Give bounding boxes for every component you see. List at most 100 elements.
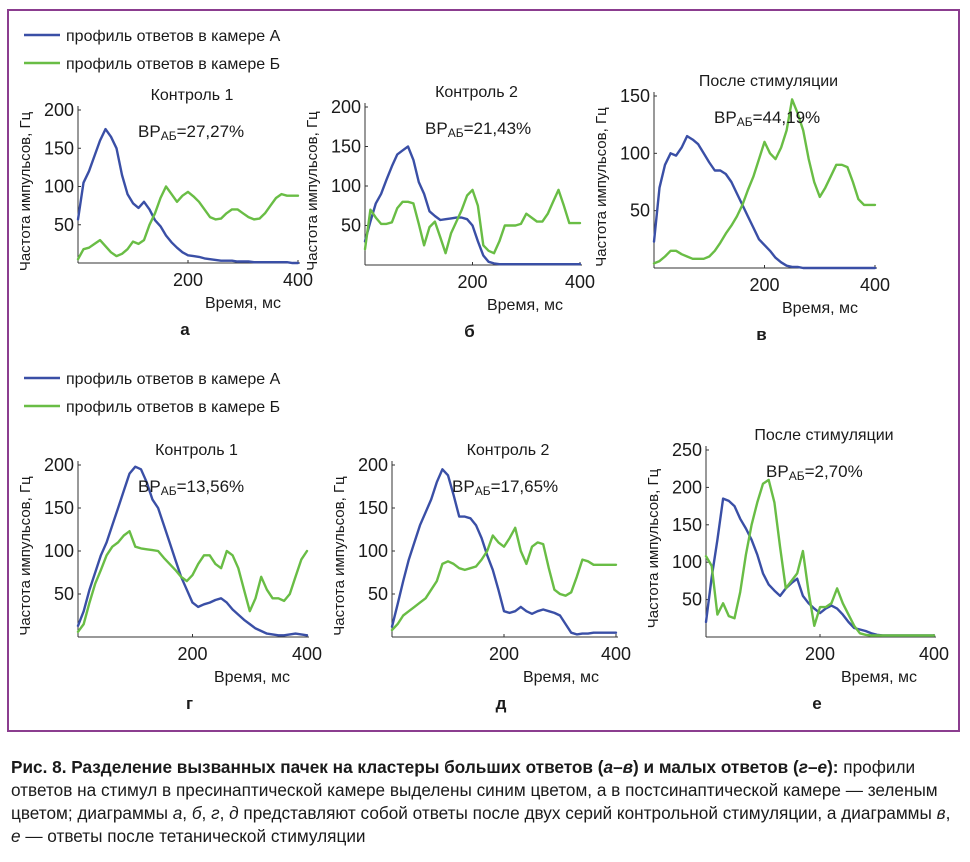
panel-label: д	[496, 694, 507, 713]
y-tick-label: 50	[54, 215, 74, 235]
y-axis-label: Частота импульсов, Гц	[645, 468, 662, 628]
series-line-camera-a	[652, 134, 877, 270]
y-tick-label: 50	[341, 216, 361, 236]
vr-annotation-value: =44,19%	[753, 108, 821, 127]
series-line-camera-a	[76, 127, 300, 265]
vr-annotation-value: =21,43%	[464, 119, 532, 138]
x-tick-label: 400	[919, 644, 949, 664]
vr-annotation-sub: АБ	[789, 469, 805, 483]
y-axis-label: Частота импульсов, Гц	[593, 107, 610, 267]
vr-annotation-value: =2,70%	[805, 462, 863, 481]
vr-annotation-value: =13,56%	[177, 477, 245, 496]
figure-caption: Рис. 8. Разделение вызванных пачек на кл…	[11, 756, 961, 848]
x-tick-label: 200	[457, 272, 487, 292]
vr-annotation-value: =27,27%	[177, 122, 245, 141]
y-tick-label: 100	[620, 143, 650, 163]
y-tick-label: 50	[54, 584, 74, 604]
figure-frame	[7, 9, 960, 732]
chart-panel-в: 50 100 150 200 400 После стимуляции BPАБ=44,19…	[593, 73, 890, 344]
y-tick-label: 100	[331, 176, 361, 196]
vr-annotation-main: BP	[138, 122, 161, 141]
x-tick-label: 200	[177, 644, 207, 664]
chart-panel-а: 50 100 150 200 200 400 Контроль 1 BPАБ=27,27% Вр…	[17, 87, 313, 339]
x-tick-label: 400	[601, 644, 631, 664]
chart-title: Контроль 2	[467, 442, 550, 459]
x-tick-label: 400	[565, 272, 595, 292]
vr-annotation-main: BP	[452, 477, 475, 496]
series-line-camera-b	[76, 530, 309, 633]
x-axis-label: Время, мс	[487, 297, 563, 314]
y-tick-label: 50	[682, 590, 702, 610]
x-axis-label: Время, мс	[782, 300, 858, 317]
vr-annotation: BPАБ=13,56%	[138, 477, 244, 498]
series-line-camera-a	[76, 465, 309, 637]
chart-panel-д: 50 100 150 200 200 400 Контроль 2 BPАБ=17,65% Вр…	[331, 442, 631, 713]
series-line-camera-b	[363, 188, 582, 255]
y-tick-label: 200	[358, 455, 388, 475]
y-tick-label: 150	[672, 515, 702, 535]
chart-panel-б: 50 100 150 200 200 400 Контроль 2 BPАБ=21,43% Вр…	[304, 84, 595, 341]
legend-label-camera-b: профиль ответов в камере Б	[66, 56, 280, 73]
y-tick-label: 50	[630, 201, 650, 221]
vr-annotation-sub: АБ	[161, 129, 177, 143]
chart-panel-г: 50 100 150 200 200 400 Контроль 1 BPАБ=13,56% Вр…	[17, 442, 322, 713]
y-tick-label: 150	[620, 86, 650, 106]
x-tick-label: 200	[173, 270, 203, 290]
vr-annotation-main: BP	[766, 462, 789, 481]
vr-annotation-sub: АБ	[448, 126, 464, 140]
x-axis-label: Время, мс	[841, 669, 917, 686]
x-tick-label: 400	[860, 275, 890, 295]
series-line-camera-b	[390, 526, 618, 632]
series-line-camera-a	[390, 468, 618, 636]
series-line-camera-b	[652, 98, 877, 265]
y-tick-label: 150	[44, 498, 74, 518]
series-line-camera-b	[76, 185, 300, 261]
chart-title: Контроль 2	[435, 84, 518, 101]
y-axis-label: Частота импульсов, Гц	[331, 476, 348, 636]
vr-annotation: BPАБ=2,70%	[766, 462, 863, 483]
y-tick-label: 100	[44, 541, 74, 561]
y-tick-label: 200	[672, 477, 702, 497]
vr-annotation-main: BP	[425, 119, 448, 138]
vr-annotation: BPАБ=17,65%	[452, 477, 558, 498]
chart-panel-е: 50 100 150 200 250 200 400 После стимуляции BPАБ…	[645, 427, 949, 713]
y-axis-label: Частота импульсов, Гц	[17, 476, 34, 636]
vr-annotation: BPАБ=44,19%	[714, 108, 820, 129]
vr-annotation-main: BP	[138, 477, 161, 496]
legend-label-camera-a: профиль ответов в камере А	[66, 28, 281, 45]
x-axis-label: Время, мс	[523, 669, 599, 686]
y-tick-label: 200	[331, 97, 361, 117]
y-tick-label: 100	[44, 177, 74, 197]
y-tick-label: 150	[331, 137, 361, 157]
y-axis-label: Частота импульсов, Гц	[304, 111, 321, 271]
x-axis-label: Время, мс	[205, 295, 281, 312]
chart-title: После стимуляции	[699, 73, 838, 90]
x-tick-label: 400	[292, 644, 322, 664]
vr-annotation: BPАБ=27,27%	[138, 122, 244, 143]
legend-label-camera-a: профиль ответов в камере А	[66, 371, 281, 388]
chart-title: Контроль 1	[151, 87, 234, 104]
panel-label: г	[186, 694, 193, 713]
vr-annotation: BPАБ=21,43%	[425, 119, 531, 140]
x-tick-label: 200	[749, 275, 779, 295]
vr-annotation-main: BP	[714, 108, 737, 127]
legend-label-camera-b: профиль ответов в камере Б	[66, 399, 280, 416]
y-tick-label: 150	[358, 498, 388, 518]
series-line-camera-b	[704, 478, 936, 637]
x-tick-label: 200	[489, 644, 519, 664]
vr-annotation-sub: АБ	[737, 115, 753, 129]
legend-1: профиль ответов в камере А профиль ответо…	[24, 28, 281, 73]
y-tick-label: 250	[672, 440, 702, 460]
legend-2: профиль ответов в камере А профиль ответо…	[24, 371, 281, 416]
y-tick-label: 100	[672, 552, 702, 572]
y-axis-label: Частота импульсов, Гц	[17, 111, 34, 271]
vr-annotation-sub: АБ	[161, 484, 177, 498]
x-axis-label: Время, мс	[214, 669, 290, 686]
caption-title: Рис. 8. Разделение вызванных пачек на кл…	[11, 757, 839, 777]
x-tick-label: 200	[805, 644, 835, 664]
vr-annotation-value: =17,65%	[491, 477, 559, 496]
caption-body: профили ответов на стимул в пресинаптиче…	[11, 757, 951, 846]
chart-title: После стимуляции	[754, 427, 893, 444]
panel-label: е	[812, 694, 821, 713]
